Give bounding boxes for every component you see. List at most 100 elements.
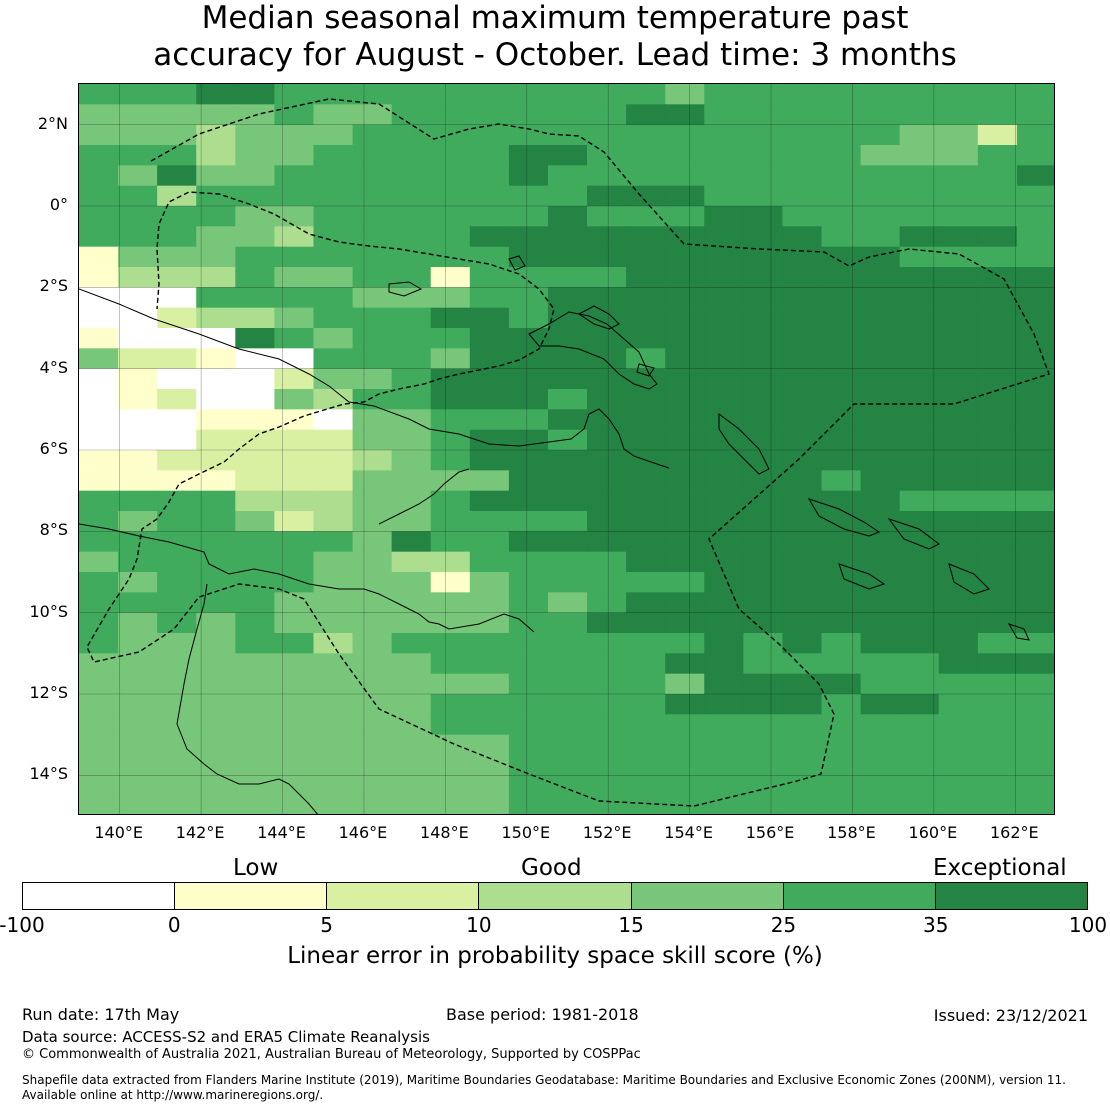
skill-cell: [743, 734, 784, 756]
skill-cell: [743, 368, 784, 390]
skill-cell: [196, 206, 236, 227]
skill-cell: [235, 145, 275, 166]
skill-cell: [157, 368, 197, 390]
skill-cell: [938, 673, 979, 695]
skill-cell: [547, 531, 588, 553]
skill-cell: [587, 450, 627, 471]
skill-cell: [743, 226, 784, 248]
skill-cell: [157, 226, 197, 248]
skill-cell: [157, 592, 197, 614]
skill-cell: [547, 328, 588, 349]
skill-cell: [352, 84, 393, 105]
skill-cell: [938, 592, 979, 614]
skill-cell: [313, 246, 354, 268]
skill-cell: [860, 755, 901, 776]
skill-cell: [547, 795, 588, 814]
skill-cell: [587, 551, 627, 573]
skill-cell: [782, 714, 823, 736]
skill-cell: [899, 165, 940, 187]
skill-cell: [1016, 307, 1054, 329]
skill-cell: [508, 694, 549, 715]
skill-cell: [977, 673, 1018, 695]
skill-cell: [274, 267, 315, 288]
skill-cell: [469, 633, 510, 654]
skill-cell: [274, 795, 315, 814]
skill-cell: [313, 551, 354, 573]
skill-cell: [782, 348, 823, 370]
skill-cell: [391, 612, 432, 634]
skill-cell: [352, 755, 393, 776]
skill-cell: [782, 450, 823, 471]
skill-cell: [157, 328, 197, 349]
skill-cell: [977, 226, 1018, 248]
skill-cell: [235, 328, 275, 349]
skill-cell: [157, 246, 197, 268]
skill-cell: [665, 470, 705, 492]
skill-cell: [118, 612, 158, 634]
skill-cell: [938, 246, 979, 268]
skill-cell: [938, 389, 979, 410]
skill-cell: [79, 551, 119, 573]
skill-cell: [118, 429, 158, 451]
skill-cell: [157, 185, 197, 207]
skill-cell: [352, 287, 393, 309]
skill-cell: [743, 612, 784, 634]
skill-cell: [665, 694, 705, 715]
skill-cell: [469, 226, 510, 248]
skill-cell: [79, 104, 119, 126]
skill-cell: [157, 612, 197, 634]
skill-cell: [235, 165, 275, 187]
skill-cell: [743, 592, 784, 614]
skill-cell: [860, 653, 901, 675]
skill-cell: [665, 734, 705, 756]
skill-cell: [313, 348, 354, 370]
skill-cell: [508, 429, 549, 451]
skill-cell: [79, 795, 119, 814]
skill-cell: [704, 592, 744, 614]
skill-cell: [1016, 368, 1054, 390]
island-small-3: [1007, 623, 1030, 641]
skill-cell: [352, 206, 393, 227]
skill-cell: [352, 104, 393, 126]
skill-cell: [196, 511, 236, 532]
skill-cell: [821, 409, 862, 431]
colorbar-segment: [631, 883, 784, 909]
skill-cell: [587, 124, 627, 146]
skill-cell: [157, 429, 197, 451]
skill-cell: [587, 734, 627, 756]
skill-cell: [469, 551, 510, 573]
skill-cell: [704, 511, 744, 532]
skill-cell: [79, 714, 119, 736]
skill-cell: [1016, 470, 1054, 492]
skill-cell: [938, 429, 979, 451]
skill-cell: [469, 490, 510, 512]
skill-cell: [547, 714, 588, 736]
skill-cell: [430, 673, 471, 695]
skill-cell: [391, 226, 432, 248]
skill-cell: [1016, 348, 1054, 370]
skill-cell: [508, 775, 549, 797]
skill-cell: [118, 165, 158, 187]
skill-cell: [313, 429, 354, 451]
skill-cell: [626, 185, 666, 207]
skill-cell: [899, 246, 940, 268]
gulf-papua-coast: [378, 468, 470, 525]
skill-cell: [196, 185, 236, 207]
skill-cell: [665, 124, 705, 146]
skill-cell: [313, 145, 354, 166]
skill-cell: [782, 572, 823, 593]
skill-cell: [469, 755, 510, 776]
skill-cell: [587, 653, 627, 675]
skill-cell: [157, 267, 197, 288]
skill-cell: [1016, 409, 1054, 431]
skill-cell: [704, 470, 744, 492]
skill-cell: [157, 653, 197, 675]
skill-cell: [899, 694, 940, 715]
skill-cell: [352, 694, 393, 715]
skill-cell: [860, 450, 901, 471]
skill-cell: [469, 470, 510, 492]
skill-cell: [938, 612, 979, 634]
skill-cell: [508, 206, 549, 227]
skill-cell: [899, 673, 940, 695]
skill-cell: [626, 307, 666, 329]
